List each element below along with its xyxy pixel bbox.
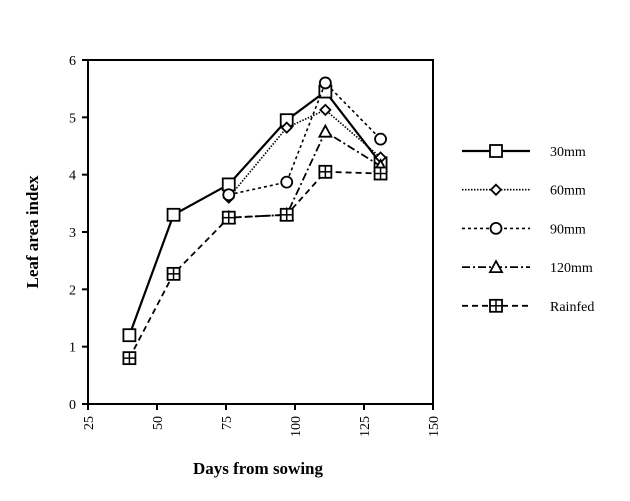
data-point-diamond-marker [319,103,332,117]
series-line [228,108,382,199]
y-tick-label: 1 [69,341,76,356]
series-line [228,81,382,196]
series-30mm [122,84,388,343]
legend-item: 60mm [462,183,586,199]
data-point-circle-marker [222,188,236,202]
series-60mm [222,103,387,204]
legend-circle-marker [489,221,503,235]
y-axis-label: Leaf area index [23,175,42,289]
x-tick-label: 50 [151,416,166,430]
legend-triangle-marker [488,259,504,274]
legend-item: 120mm [462,259,593,276]
series-90mm [222,76,387,202]
legend-label: 120mm [550,261,593,276]
x-tick-label: 150 [427,416,442,437]
y-tick-label: 4 [69,169,76,184]
plot-frame [87,59,434,405]
x-axis-label: Days from sowing [193,459,324,478]
legend-square-marker [489,144,503,158]
data-point-circle-marker [318,76,332,90]
data-point-triangle-marker [317,123,333,138]
data-point-circle-marker [280,175,294,189]
series-line [128,170,381,359]
y-tick-label: 5 [69,111,76,126]
data-point-diamond-marker [280,121,293,134]
x-tick-label: 75 [220,416,235,430]
data-point-square-marker [122,328,137,343]
legend-diamond-marker [489,183,503,196]
y-tick-label: 0 [69,398,76,413]
data-point-square-marker [166,207,181,222]
legend-item: 30mm [462,144,586,160]
legend-item: Rainfed [462,298,594,315]
legend-label: 60mm [550,184,586,199]
legend-label: 30mm [550,145,586,160]
y-tick-label: 6 [69,54,76,69]
series-line [228,130,382,219]
x-tick-label: 100 [289,416,304,437]
data-point-circle-marker [374,132,387,146]
series-Rainfed [122,164,388,366]
legend-item: 90mm [462,221,586,237]
series-line [128,90,382,336]
legend-label: 90mm [550,222,586,237]
x-tick-label: 125 [358,416,373,437]
x-tick-label: 25 [82,416,97,430]
y-tick-label: 2 [69,283,76,298]
y-tick-label: 3 [69,226,76,241]
legend-label: Rainfed [550,300,594,315]
